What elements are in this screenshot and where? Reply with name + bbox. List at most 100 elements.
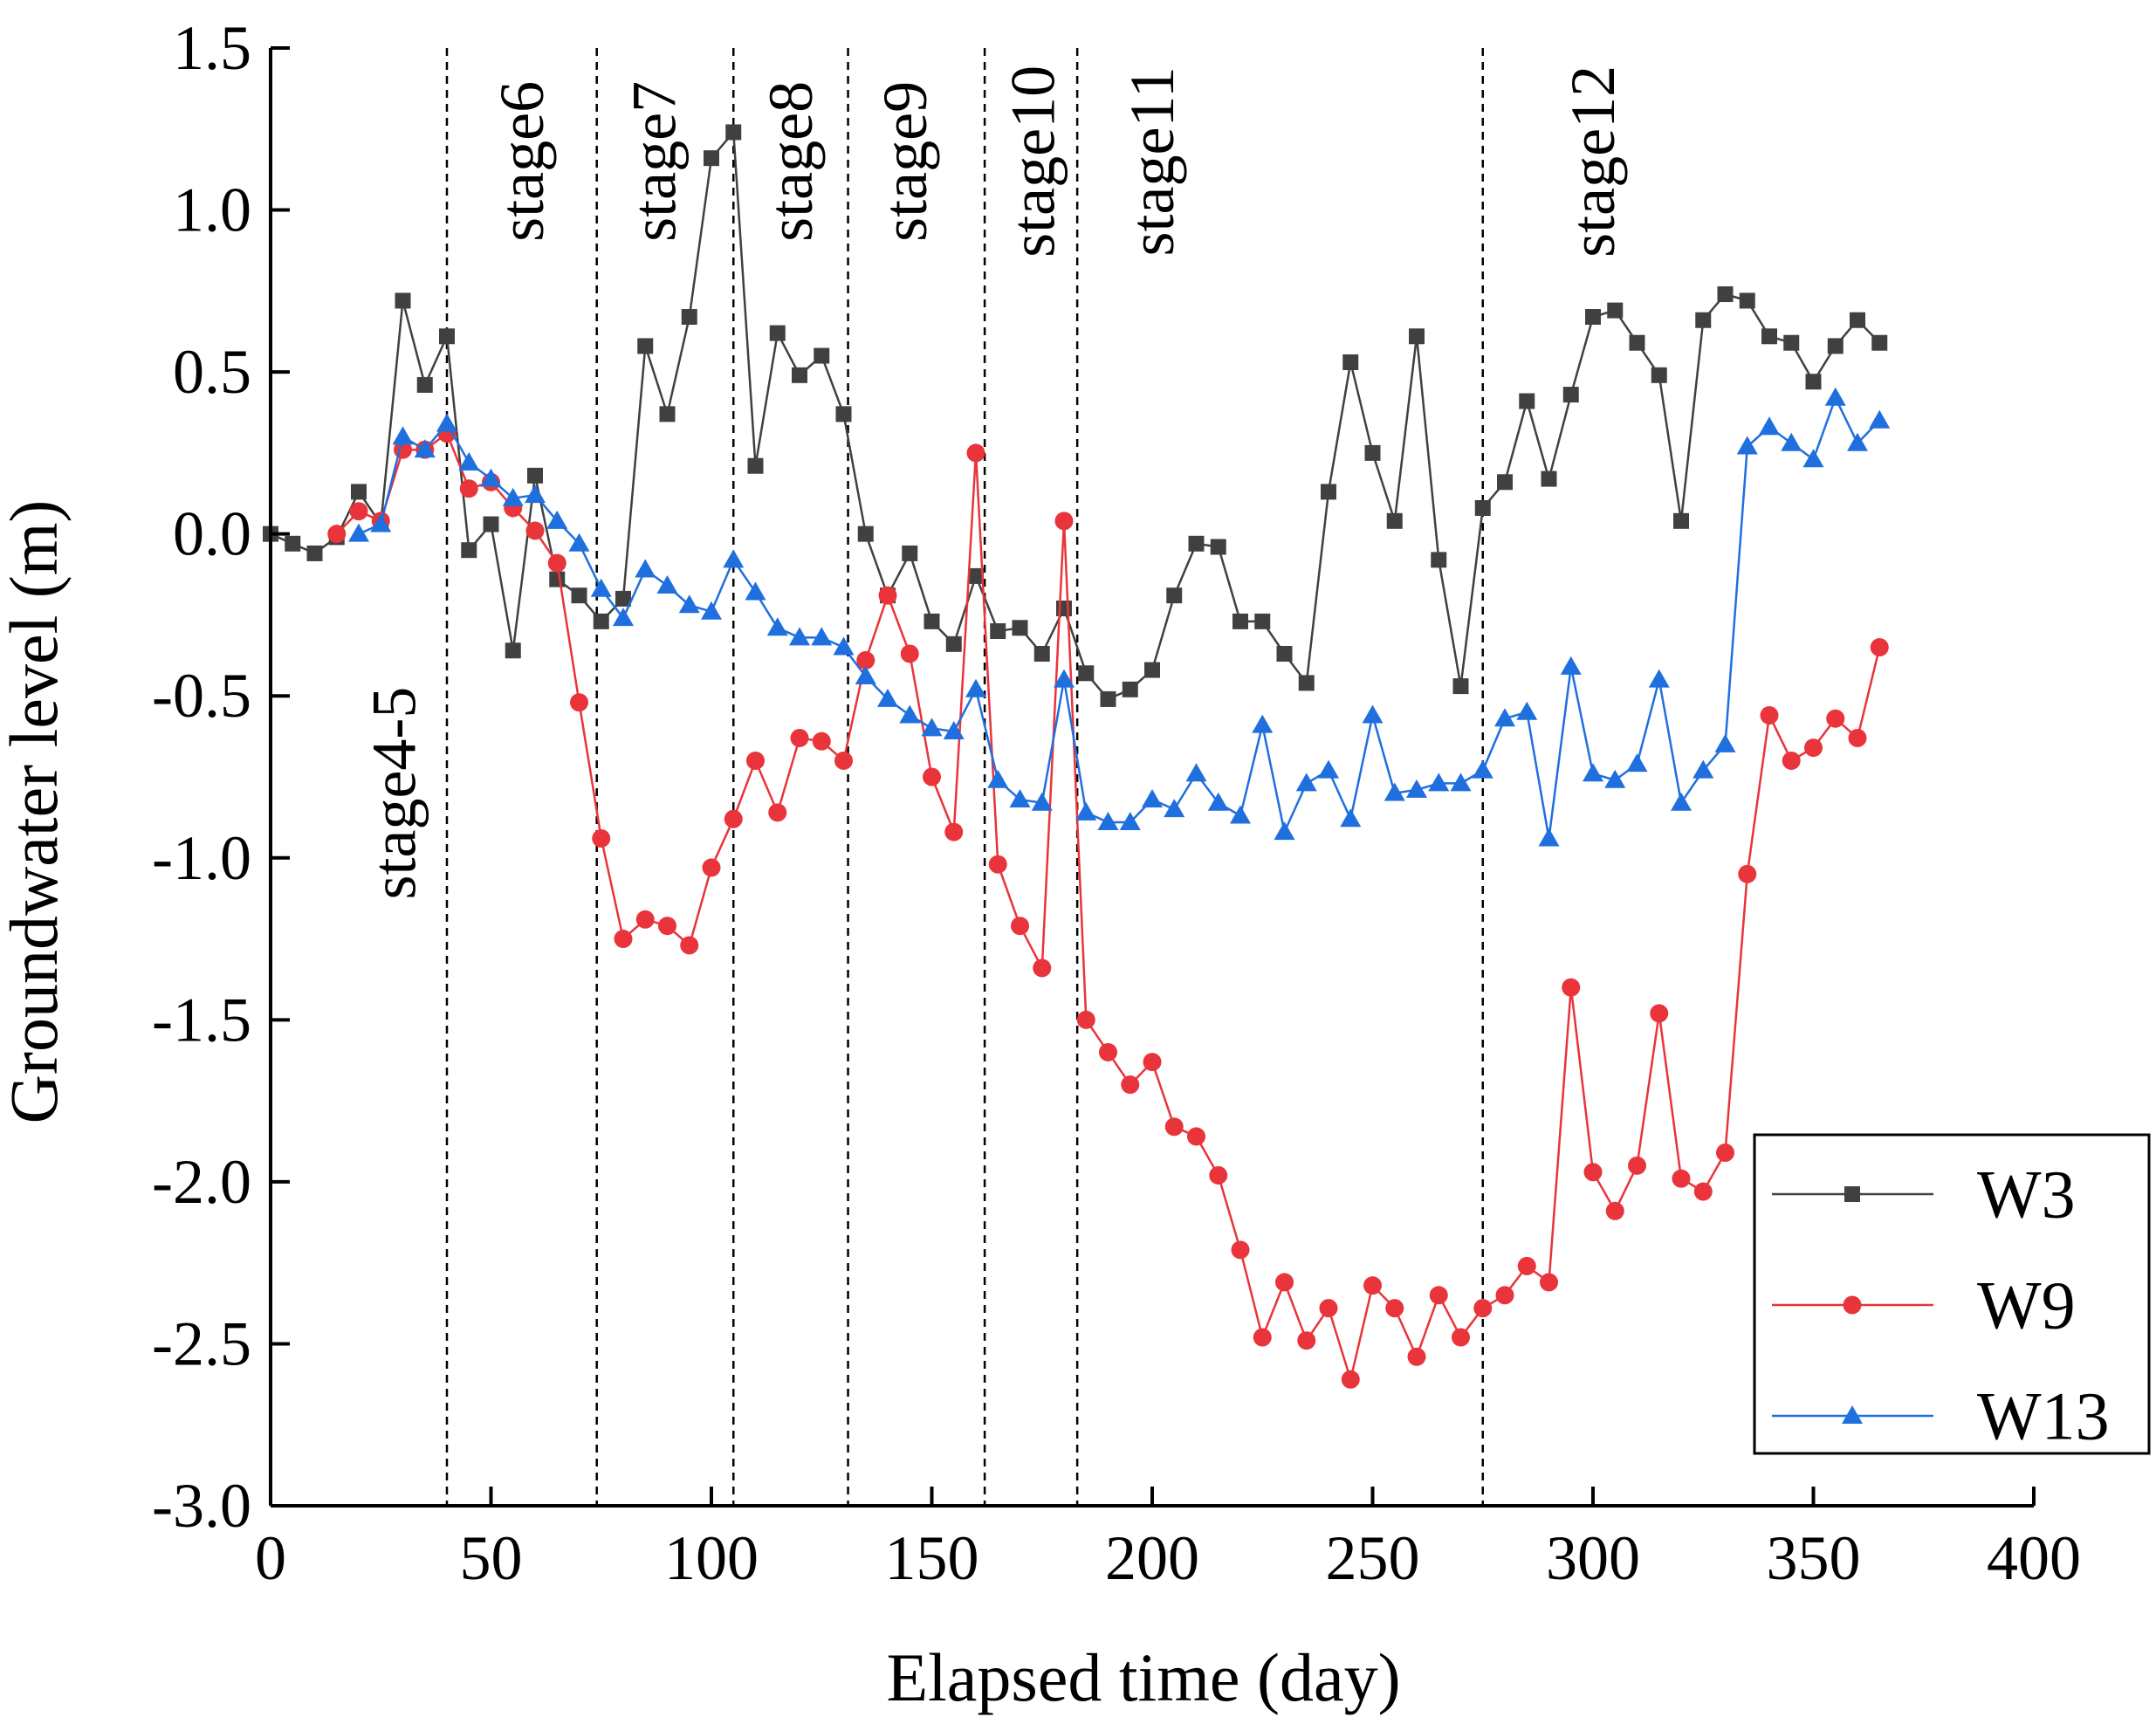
x-tick-label: 250 bbox=[1326, 1523, 1420, 1593]
data-point-w9 bbox=[1583, 1163, 1603, 1182]
x-tick-label: 350 bbox=[1767, 1523, 1861, 1593]
data-point-w3 bbox=[1210, 539, 1226, 555]
data-point-w3 bbox=[1321, 484, 1336, 500]
data-point-w9 bbox=[614, 930, 633, 949]
data-point-w3 bbox=[1342, 354, 1359, 370]
data-point-w3 bbox=[1474, 499, 1491, 516]
x-tick-label: 50 bbox=[460, 1523, 523, 1593]
data-point-w9 bbox=[1319, 1299, 1338, 1318]
series-line-w9 bbox=[335, 432, 1881, 1381]
data-point-w13 bbox=[1604, 769, 1626, 788]
data-point-w13 bbox=[1869, 409, 1891, 429]
data-point-w9 bbox=[1407, 1347, 1426, 1366]
data-point-w13 bbox=[723, 549, 745, 568]
axes: 0 50 100 150 200 250 300 350 400 -3.0 -2.5 -2.0 -1.5… bbox=[152, 13, 2081, 1593]
data-point-w9 bbox=[592, 829, 611, 848]
legend-box bbox=[1753, 1133, 2151, 1455]
data-point-w13 bbox=[590, 578, 612, 597]
data-point-w9 bbox=[1341, 1370, 1360, 1389]
data-point-w3 bbox=[1850, 312, 1865, 328]
data-point-w9 bbox=[1429, 1286, 1448, 1305]
data-point-w13 bbox=[1031, 792, 1053, 811]
stage-label: stage8 bbox=[756, 81, 826, 242]
x-tick-label: 200 bbox=[1105, 1523, 1199, 1593]
data-point-w13 bbox=[414, 439, 436, 458]
data-point-w3 bbox=[681, 309, 697, 326]
data-point-w3 bbox=[527, 467, 543, 484]
data-point-w3 bbox=[1629, 334, 1645, 351]
data-point-w3 bbox=[1144, 662, 1160, 678]
stage-label: stage7 bbox=[619, 81, 689, 242]
data-point-w9 bbox=[1209, 1165, 1228, 1185]
data-point-w9 bbox=[1275, 1273, 1294, 1292]
data-point-w13 bbox=[502, 487, 524, 506]
data-point-w3 bbox=[439, 328, 455, 345]
data-point-w13 bbox=[1384, 782, 1405, 801]
data-point-w13 bbox=[436, 413, 457, 432]
data-point-w9 bbox=[834, 751, 853, 770]
data-point-w9 bbox=[1562, 978, 1581, 997]
data-point-w3 bbox=[1431, 552, 1447, 568]
data-point-w13 bbox=[1583, 763, 1603, 782]
data-point-w9 bbox=[1605, 1201, 1624, 1220]
data-point-w9 bbox=[856, 650, 875, 670]
data-point-w3 bbox=[1541, 470, 1557, 487]
data-point-w9 bbox=[1870, 638, 1889, 657]
x-axis-title: Elapsed time (day) bbox=[886, 1639, 1400, 1715]
y-tick-label: -1.5 bbox=[152, 985, 251, 1054]
data-point-w13 bbox=[1560, 656, 1582, 675]
data-point-w3 bbox=[615, 590, 631, 607]
data-point-w13 bbox=[1538, 828, 1560, 847]
stage-labels: stage4-5 stage6 stage7 stage8 stage9 stage10 s… bbox=[359, 65, 1628, 900]
data-point-w9 bbox=[1848, 728, 1867, 747]
data-point-w3 bbox=[1188, 535, 1205, 552]
data-point-w9 bbox=[1253, 1328, 1272, 1347]
data-point-w13 bbox=[899, 704, 921, 724]
data-point-w9 bbox=[944, 822, 964, 841]
data-point-w13 bbox=[1671, 792, 1692, 811]
data-point-w3 bbox=[1761, 328, 1777, 345]
data-point-w13 bbox=[943, 721, 965, 740]
data-point-w13 bbox=[1450, 773, 1472, 792]
data-point-w13 bbox=[1164, 799, 1185, 818]
y-tick-label: -3.0 bbox=[152, 1471, 251, 1541]
data-point-w3 bbox=[857, 525, 874, 542]
data-point-w9 bbox=[1231, 1240, 1250, 1260]
data-point-w3 bbox=[505, 642, 521, 659]
data-point-w3 bbox=[725, 124, 742, 141]
data-point-w9 bbox=[1693, 1182, 1713, 1201]
x-tick-label: 100 bbox=[664, 1523, 759, 1593]
data-point-w3 bbox=[1673, 512, 1689, 529]
stage-label: stage4-5 bbox=[359, 687, 429, 900]
series-w9 bbox=[327, 424, 1889, 1389]
data-point-w13 bbox=[1318, 759, 1339, 779]
data-point-w3 bbox=[924, 613, 940, 629]
data-point-w13 bbox=[1406, 779, 1427, 798]
legend-marker-w3 bbox=[1844, 1186, 1860, 1202]
data-point-w3 bbox=[395, 292, 411, 309]
legend-label-w13: W13 bbox=[1977, 1378, 2110, 1454]
data-point-w13 bbox=[1295, 773, 1317, 792]
legend-item-w13: W13 bbox=[1772, 1378, 2110, 1454]
stage-label: stage11 bbox=[1117, 66, 1187, 256]
data-point-w3 bbox=[1386, 512, 1403, 529]
data-point-w3 bbox=[549, 571, 566, 587]
data-point-w13 bbox=[370, 513, 392, 532]
y-tick-label: -2.5 bbox=[152, 1308, 251, 1378]
data-point-w9 bbox=[459, 479, 478, 498]
data-point-w9 bbox=[790, 728, 809, 747]
data-point-w3 bbox=[1695, 312, 1712, 328]
data-point-w9 bbox=[1804, 738, 1823, 758]
data-point-w9 bbox=[878, 586, 897, 605]
data-point-w9 bbox=[1782, 751, 1801, 770]
data-point-w3 bbox=[1166, 587, 1183, 604]
data-point-w9 bbox=[680, 936, 699, 955]
data-point-w13 bbox=[1362, 704, 1384, 724]
data-point-w3 bbox=[968, 567, 984, 584]
data-point-w3 bbox=[1078, 665, 1095, 682]
data-point-w13 bbox=[1142, 788, 1163, 807]
y-tick-label: -0.5 bbox=[152, 661, 251, 731]
data-point-w13 bbox=[855, 665, 876, 684]
data-point-w9 bbox=[1473, 1299, 1493, 1318]
data-point-w13 bbox=[1252, 714, 1274, 733]
